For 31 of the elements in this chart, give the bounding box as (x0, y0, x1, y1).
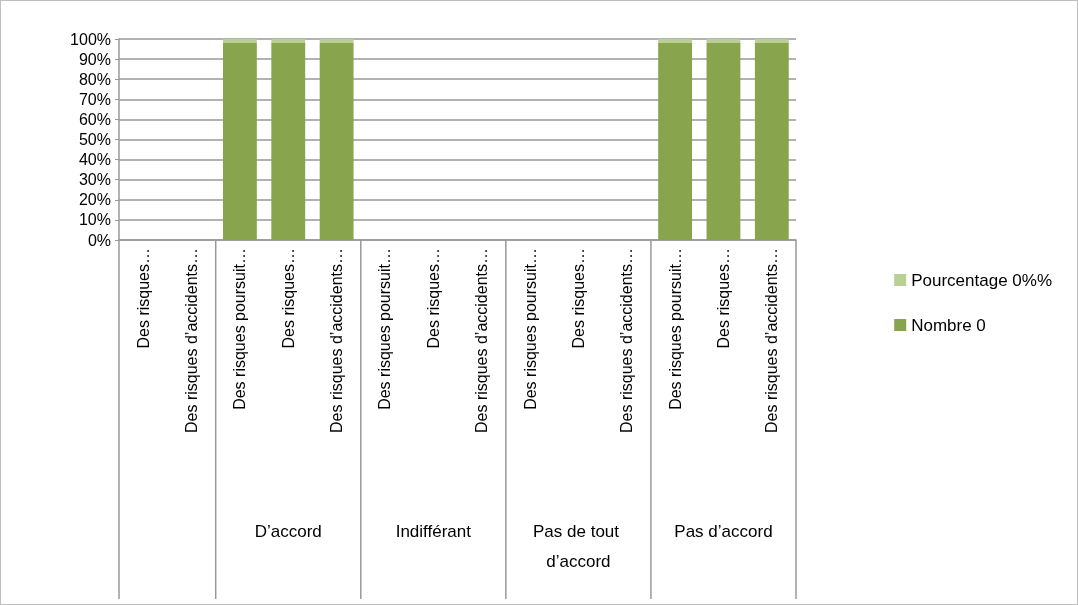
y-tick-label: 10% (78, 211, 111, 229)
x-tick-label: Des risques poursuit… (231, 248, 249, 410)
y-tick-label: 80% (78, 70, 111, 88)
x-tick-label: Des risques poursuit… (521, 248, 539, 410)
y-tick-label: 50% (78, 131, 111, 148)
x-tick-label: Des risques d’accidents… (763, 248, 781, 433)
x-tick-label: Des risques… (134, 248, 152, 349)
text: Pas de tout d’accord (533, 521, 624, 571)
legend-label: Nombre 0 (911, 315, 986, 335)
x-tick-label: Des risques d’accidents… (183, 248, 201, 433)
y-tick-label: 0% (87, 231, 111, 249)
text: Indifférant (395, 521, 472, 541)
x-tick-label: Des risques… (569, 248, 587, 349)
y-tick-label: 100% (70, 30, 111, 48)
x-tick-label: Des risques d’accidents… (473, 248, 491, 433)
x-tick-label: Des risques poursuit… (666, 248, 684, 410)
y-tick-label: 30% (78, 171, 111, 189)
text: Pas d’accord (674, 521, 773, 541)
y-tick-label: 90% (78, 50, 111, 68)
y-tick-label: 40% (78, 151, 111, 169)
legend-label: Pourcentage 0%% (911, 270, 1053, 290)
x-tick-label: Des risques poursuit… (376, 248, 394, 410)
x-tick-label: Des risques… (424, 248, 442, 349)
x-tick-label: Des risques… (714, 248, 732, 349)
x-tick-label: Des risques d’accidents… (618, 248, 636, 433)
y-tick-label: 70% (78, 90, 111, 108)
y-tick-label: 60% (78, 110, 111, 128)
x-tick-label: Des risques… (279, 248, 297, 349)
y-tick-label: 20% (78, 191, 111, 209)
x-tick-label: Des risques d’accidents… (328, 248, 346, 433)
text: D’accord (254, 521, 322, 541)
